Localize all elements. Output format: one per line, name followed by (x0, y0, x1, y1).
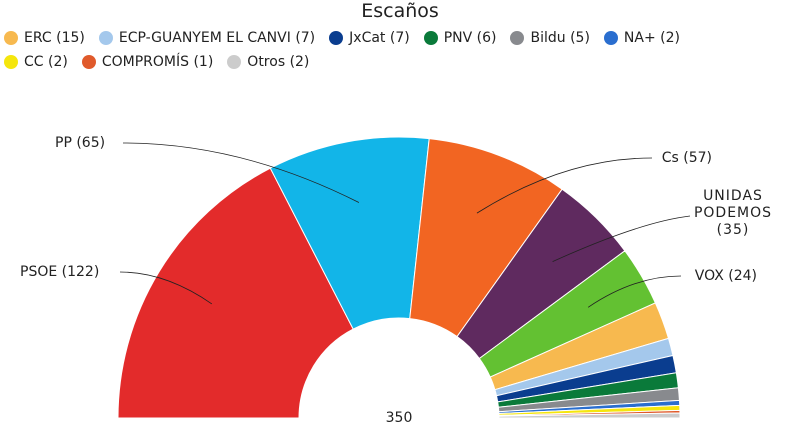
legend-swatch (4, 31, 18, 45)
legend-item: JxCat (7) (329, 30, 410, 46)
legend-label: PNV (6) (443, 30, 497, 46)
legend-label: NA+ (2) (623, 30, 680, 46)
legend-label: CC (2) (24, 54, 68, 70)
legend-item: Bildu (5) (510, 30, 590, 46)
legend-label: Otros (2) (247, 54, 310, 70)
legend-swatch (4, 55, 18, 69)
seat-slice (498, 412, 681, 419)
leader-line (476, 157, 653, 214)
slice-label: PSOE (122) (20, 264, 99, 280)
chart-title: Escaños (361, 0, 439, 22)
legend-item: ERC (15) (4, 30, 85, 46)
total-label: 350 (386, 410, 413, 426)
legend-item: CC (2) (4, 54, 68, 70)
leader-line (587, 275, 682, 308)
seat-slice (117, 167, 354, 419)
legend: ERC (15) ECP-GUANYEM EL CANVI (7) JxCat (7… (4, 30, 724, 70)
legend-item: Otros (2) (227, 54, 309, 70)
slice-label: UNIDAS PODEMOS (35) (693, 188, 773, 238)
legend-item: COMPROMÍS (1) (81, 54, 214, 70)
legend-item: NA+ (2) (603, 30, 680, 46)
leader-line (552, 215, 691, 262)
legend-item: ECP-GUANYEM EL CANVI (7) (98, 30, 316, 46)
legend-label: Bildu (5) (530, 30, 590, 46)
legend-swatch (603, 31, 618, 45)
legend-swatch (423, 31, 438, 45)
legend-label: COMPROMÍS (1) (101, 54, 214, 70)
legend-swatch (227, 55, 242, 69)
legend-swatch (329, 31, 344, 45)
legend-label: ERC (15) (24, 30, 85, 46)
slice-label: Cs (57) (662, 150, 712, 166)
legend-label: ECP-GUANYEM EL CANVI (7) (118, 30, 316, 46)
leader-line (119, 271, 213, 305)
legend-label: JxCat (7) (349, 30, 410, 46)
legend-swatch (510, 31, 525, 45)
legend-swatch (98, 31, 113, 45)
slice-label: PP (65) (55, 135, 105, 151)
legend-swatch (81, 55, 96, 69)
leader-line (122, 142, 360, 203)
slice-label: VOX (24) (695, 268, 757, 284)
legend-item: PNV (6) (423, 30, 497, 46)
